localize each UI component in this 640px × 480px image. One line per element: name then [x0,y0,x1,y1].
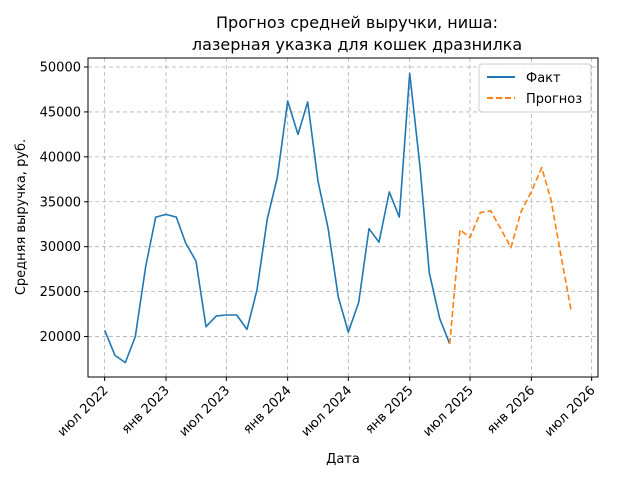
x-tick-label: июл 2023 [177,383,234,440]
y-tick-label: 25000 [40,285,81,300]
series-layer [103,72,573,364]
legend: Факт Прогноз [478,63,592,113]
x-tick-label: июл 2022 [55,383,112,440]
legend-label-fact: Факт [526,71,561,86]
y-tick-label: 45000 [40,105,81,120]
x-tick-label: янв 2026 [484,383,538,437]
x-axis: июл 2022 янв 2023 июл 2023 янв 2024 июл 2024… [55,377,599,440]
grid-lines [88,58,598,377]
chart-title-line-2: лазерная указка для кошек дразнилка [192,35,522,54]
plot-frame [87,57,599,378]
y-tick-label: 20000 [40,330,81,345]
y-tick-label: 35000 [40,195,81,210]
x-tick-label: янв 2025 [363,383,417,437]
y-tick-label: 50000 [40,60,81,75]
x-tick-label: июл 2025 [420,383,477,440]
x-tick-label: июл 2024 [299,383,356,440]
y-axis-label: Средняя выручка, руб. [14,139,29,295]
y-tick-label: 30000 [40,240,81,255]
legend-label-forecast: Прогноз [526,92,582,107]
x-tick-label: янв 2023 [119,383,173,437]
series-line-forecast [448,166,573,344]
series-line-fact [103,72,451,364]
chart-title-line-1: Прогноз средней выручки, ниша: [216,13,498,32]
x-tick-label: июл 2026 [542,383,599,440]
y-axis: 20000 25000 30000 35000 40000 45000 50000 [40,60,88,345]
x-tick-label: янв 2024 [241,383,295,437]
y-tick-label: 40000 [40,150,81,165]
x-axis-label: Дата [326,452,360,467]
